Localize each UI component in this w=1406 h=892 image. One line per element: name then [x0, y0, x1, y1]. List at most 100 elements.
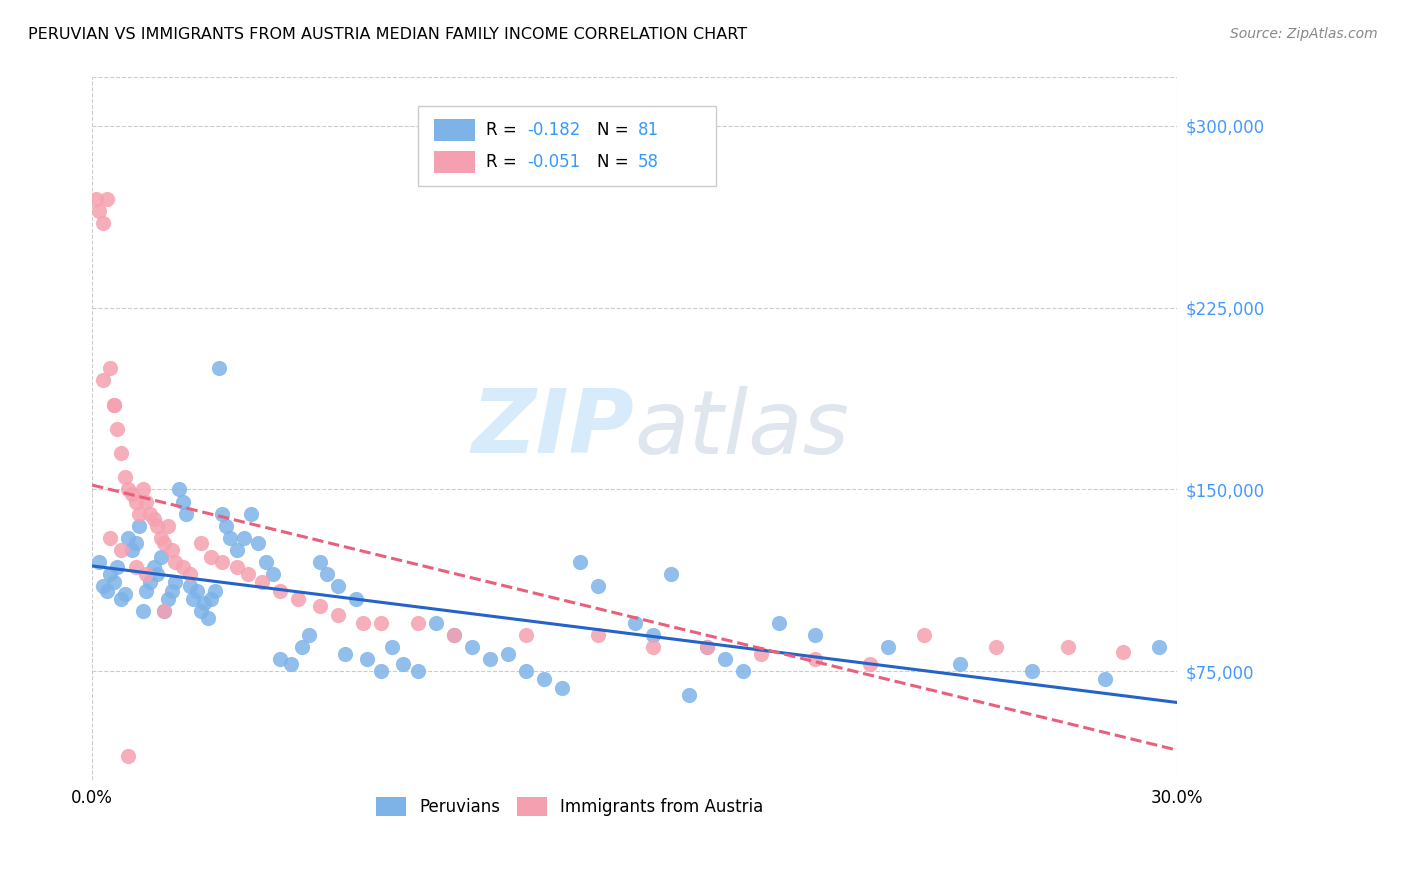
- Point: [533, 672, 555, 686]
- Point: [316, 567, 339, 582]
- Point: [335, 647, 357, 661]
- Point: [392, 657, 415, 671]
- Point: [443, 628, 465, 642]
- Point: [153, 536, 176, 550]
- Point: [287, 591, 309, 606]
- Point: [193, 596, 215, 610]
- Point: [190, 536, 212, 550]
- Point: [215, 518, 238, 533]
- Point: [326, 579, 349, 593]
- Point: [96, 584, 118, 599]
- Point: [569, 555, 592, 569]
- Text: ZIP: ZIP: [472, 385, 634, 473]
- Point: [309, 599, 332, 613]
- Point: [204, 584, 226, 599]
- Point: [641, 628, 664, 642]
- Point: [149, 531, 172, 545]
- Point: [103, 574, 125, 589]
- Point: [172, 494, 194, 508]
- Point: [804, 628, 827, 642]
- Point: [949, 657, 972, 671]
- Point: [124, 536, 146, 550]
- Point: [406, 615, 429, 630]
- Point: [298, 628, 321, 642]
- Point: [280, 657, 302, 671]
- Point: [211, 507, 233, 521]
- Text: N =: N =: [596, 153, 634, 170]
- Point: [370, 665, 392, 679]
- Point: [269, 652, 291, 666]
- Point: [225, 560, 247, 574]
- Point: [98, 567, 121, 582]
- Point: [142, 511, 165, 525]
- Point: [478, 652, 501, 666]
- Point: [160, 584, 183, 599]
- Point: [225, 543, 247, 558]
- Point: [641, 640, 664, 654]
- Point: [165, 574, 187, 589]
- Point: [98, 531, 121, 545]
- Point: [236, 567, 259, 582]
- Point: [167, 483, 190, 497]
- Point: [117, 531, 139, 545]
- Point: [98, 361, 121, 376]
- Text: atlas: atlas: [634, 386, 849, 472]
- Point: [496, 647, 519, 661]
- Point: [370, 615, 392, 630]
- Point: [132, 483, 155, 497]
- Point: [211, 555, 233, 569]
- Point: [172, 560, 194, 574]
- Point: [179, 579, 201, 593]
- Point: [165, 555, 187, 569]
- Point: [623, 615, 645, 630]
- Point: [326, 608, 349, 623]
- Point: [200, 550, 222, 565]
- Point: [1021, 665, 1043, 679]
- Text: 58: 58: [638, 153, 659, 170]
- Point: [731, 665, 754, 679]
- Point: [121, 543, 143, 558]
- Point: [89, 555, 111, 569]
- Point: [135, 567, 157, 582]
- Point: [149, 550, 172, 565]
- FancyBboxPatch shape: [434, 151, 475, 173]
- Point: [381, 640, 404, 654]
- Point: [233, 531, 256, 545]
- Point: [107, 560, 129, 574]
- Point: [588, 628, 610, 642]
- Point: [1057, 640, 1080, 654]
- Point: [157, 591, 180, 606]
- Point: [659, 567, 682, 582]
- Point: [678, 689, 700, 703]
- Point: [128, 518, 150, 533]
- Point: [190, 604, 212, 618]
- Point: [714, 652, 737, 666]
- Point: [117, 483, 139, 497]
- Point: [768, 615, 790, 630]
- Point: [250, 574, 273, 589]
- Point: [208, 361, 231, 376]
- Point: [262, 567, 284, 582]
- Point: [696, 640, 718, 654]
- Point: [804, 652, 827, 666]
- Point: [406, 665, 429, 679]
- Text: R =: R =: [486, 153, 522, 170]
- Point: [103, 398, 125, 412]
- Point: [114, 470, 136, 484]
- Point: [146, 567, 169, 582]
- Point: [91, 373, 114, 387]
- Text: N =: N =: [596, 121, 634, 139]
- Text: 81: 81: [638, 121, 659, 139]
- Point: [443, 628, 465, 642]
- Text: Source: ZipAtlas.com: Source: ZipAtlas.com: [1230, 27, 1378, 41]
- Point: [247, 536, 270, 550]
- Point: [1111, 645, 1133, 659]
- Point: [858, 657, 880, 671]
- Text: -0.051: -0.051: [527, 153, 581, 170]
- Point: [91, 216, 114, 230]
- Text: R =: R =: [486, 121, 522, 139]
- Point: [114, 587, 136, 601]
- Point: [356, 652, 378, 666]
- Point: [876, 640, 898, 654]
- Point: [139, 507, 162, 521]
